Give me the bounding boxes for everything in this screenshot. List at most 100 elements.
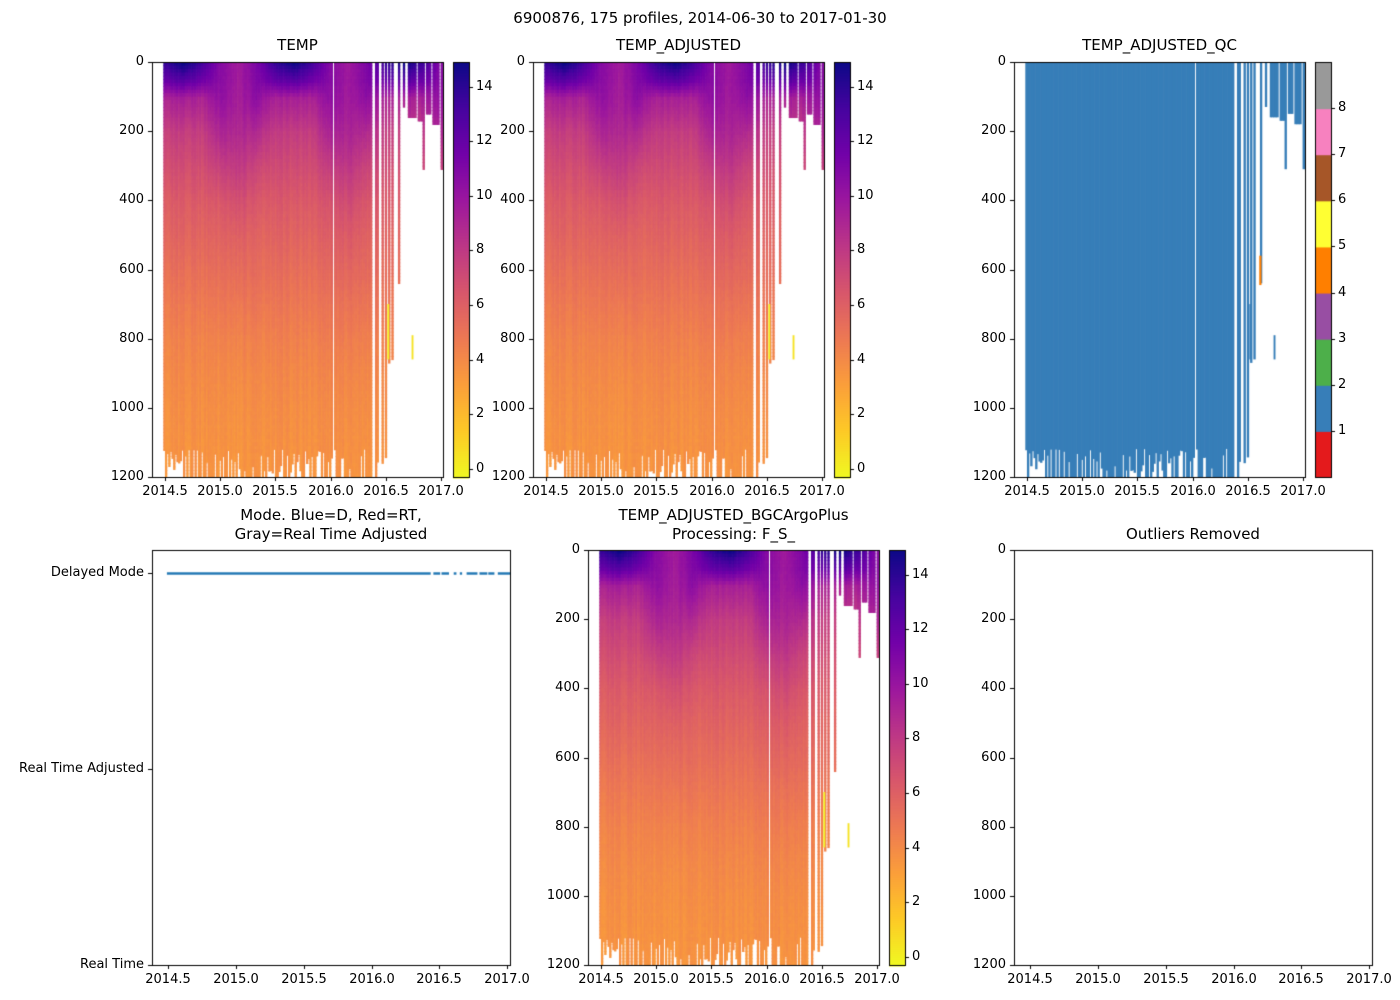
y-tick-label: 400 — [119, 192, 144, 207]
y-tick-label: 200 — [981, 611, 1006, 626]
colorbar-tick-label: 7 — [1338, 146, 1347, 161]
subplot-title-outliers-removed: Outliers Removed — [1126, 525, 1260, 543]
y-tick-label: 400 — [555, 680, 580, 695]
y-tick-label: 400 — [981, 192, 1006, 207]
subplot-title-mode: Mode. Blue=D, Red=RT, Gray=Real Time Adj… — [234, 506, 428, 543]
y-tick-label: 800 — [119, 331, 144, 346]
y-tick-label: 1000 — [546, 888, 580, 903]
x-tick-label: 2017.0 — [1346, 972, 1392, 987]
figure-title: 6900876, 175 profiles, 2014-06-30 to 201… — [513, 9, 887, 27]
y-tick-label: 800 — [981, 819, 1006, 834]
colorbar-tick-label: 8 — [857, 242, 866, 257]
colorbar-tick-label: 10 — [476, 188, 493, 203]
x-tick-label: 2016.5 — [799, 972, 845, 987]
x-tick-label: 2016.5 — [1278, 972, 1324, 987]
x-tick-label: 2014.5 — [1007, 972, 1053, 987]
y-tick-label: 1200 — [972, 469, 1006, 484]
colorbar-tick-label: 8 — [912, 730, 921, 745]
x-tick-label: 2015.5 — [688, 972, 734, 987]
x-tick-label: 2014.5 — [1004, 484, 1050, 499]
y-tick-label: 0 — [135, 54, 144, 69]
y-tick-label: 1200 — [546, 957, 580, 972]
x-tick-label: 2015.5 — [1114, 484, 1160, 499]
x-tick-label: 2017.0 — [799, 484, 845, 499]
colorbar-tick-label: 14 — [857, 79, 874, 94]
y-tick-label: 600 — [981, 262, 1006, 277]
colorbar-tick-label: 2 — [857, 406, 866, 421]
x-tick-label: 2014.5 — [142, 484, 188, 499]
colorbar-tick-label: 0 — [912, 949, 921, 964]
colorbar-tick-label: 12 — [476, 133, 493, 148]
colorbar-tick-label: 4 — [1338, 285, 1347, 300]
colorbar-tick-label: 0 — [857, 461, 866, 476]
colorbar-tick-label: 12 — [857, 133, 874, 148]
y-tick-label: Real Time — [80, 957, 144, 972]
y-tick-label: 0 — [571, 542, 580, 557]
y-tick-label: 0 — [516, 54, 525, 69]
y-tick-label: 200 — [555, 611, 580, 626]
y-tick-label: 800 — [981, 331, 1006, 346]
x-tick-label: 2017.0 — [1280, 484, 1326, 499]
x-tick-label: 2015.0 — [1059, 484, 1105, 499]
y-tick-label: 600 — [555, 750, 580, 765]
colorbar-tick-label: 4 — [912, 840, 921, 855]
y-tick-label: 800 — [555, 819, 580, 834]
x-tick-label: 2016.0 — [1211, 972, 1257, 987]
x-tick-label: 2016.0 — [349, 972, 395, 987]
colorbar-tick-label: 8 — [476, 242, 485, 257]
x-tick-label: 2016.5 — [1225, 484, 1271, 499]
colorbar-tick-label: 4 — [857, 352, 866, 367]
y-tick-label: 0 — [997, 54, 1006, 69]
colorbar-tick-label: 6 — [912, 785, 921, 800]
subplot-title-bgc-processing: TEMP_ADJUSTED_BGCArgoPlus Processing: F_… — [618, 506, 849, 543]
y-tick-label: 1200 — [491, 469, 525, 484]
x-tick-label: 2015.0 — [633, 972, 679, 987]
y-tick-label: 1000 — [972, 888, 1006, 903]
y-tick-label: 600 — [981, 750, 1006, 765]
x-tick-label: 2015.0 — [197, 484, 243, 499]
y-tick-label: 600 — [119, 262, 144, 277]
x-tick-label: 2014.5 — [145, 972, 191, 987]
x-tick-label: 2016.0 — [308, 484, 354, 499]
y-tick-label: Delayed Mode — [50, 565, 144, 580]
y-tick-label: 600 — [500, 262, 525, 277]
x-tick-label: 2015.0 — [213, 972, 259, 987]
subplot-title-temp-adjusted: TEMP_ADJUSTED — [615, 36, 742, 54]
y-tick-label: 800 — [500, 331, 525, 346]
x-tick-label: 2016.5 — [416, 972, 462, 987]
x-tick-label: 2014.5 — [523, 484, 569, 499]
colorbar-tick-label: 6 — [1338, 192, 1347, 207]
colorbar-tick-label: 6 — [857, 297, 866, 312]
colorbar-tick-label: 2 — [912, 894, 921, 909]
colorbar-tick-label: 12 — [912, 621, 929, 636]
colorbar-tick-label: 0 — [476, 461, 485, 476]
y-tick-label: 0 — [997, 542, 1006, 557]
x-tick-label: 2015.5 — [633, 484, 679, 499]
x-tick-label: 2015.5 — [252, 484, 298, 499]
y-tick-label: 400 — [981, 680, 1006, 695]
x-tick-label: 2015.5 — [1143, 972, 1189, 987]
x-tick-label: 2017.0 — [854, 972, 900, 987]
x-tick-label: 2015.5 — [281, 972, 327, 987]
y-tick-label: 1000 — [972, 400, 1006, 415]
y-tick-label: 1000 — [110, 400, 144, 415]
y-tick-label: 1000 — [491, 400, 525, 415]
x-tick-label: 2015.0 — [578, 484, 624, 499]
y-tick-label: 1200 — [972, 957, 1006, 972]
colorbar-tick-label: 14 — [476, 79, 493, 94]
subplot-title-temp: TEMP — [277, 36, 318, 54]
y-tick-label: 200 — [981, 123, 1006, 138]
colorbar-tick-label: 2 — [1338, 377, 1347, 392]
y-tick-label: 1200 — [110, 469, 144, 484]
colorbar-tick-label: 4 — [476, 352, 485, 367]
x-tick-label: 2016.0 — [744, 972, 790, 987]
colorbar-tick-label: 6 — [476, 297, 485, 312]
colorbar-tick-label: 5 — [1338, 238, 1347, 253]
colorbar-tick-label: 10 — [912, 676, 929, 691]
y-tick-label: 200 — [500, 123, 525, 138]
x-tick-label: 2016.0 — [689, 484, 735, 499]
colorbar-tick-label: 1 — [1338, 423, 1347, 438]
y-tick-label: Real Time Adjusted — [19, 761, 144, 776]
